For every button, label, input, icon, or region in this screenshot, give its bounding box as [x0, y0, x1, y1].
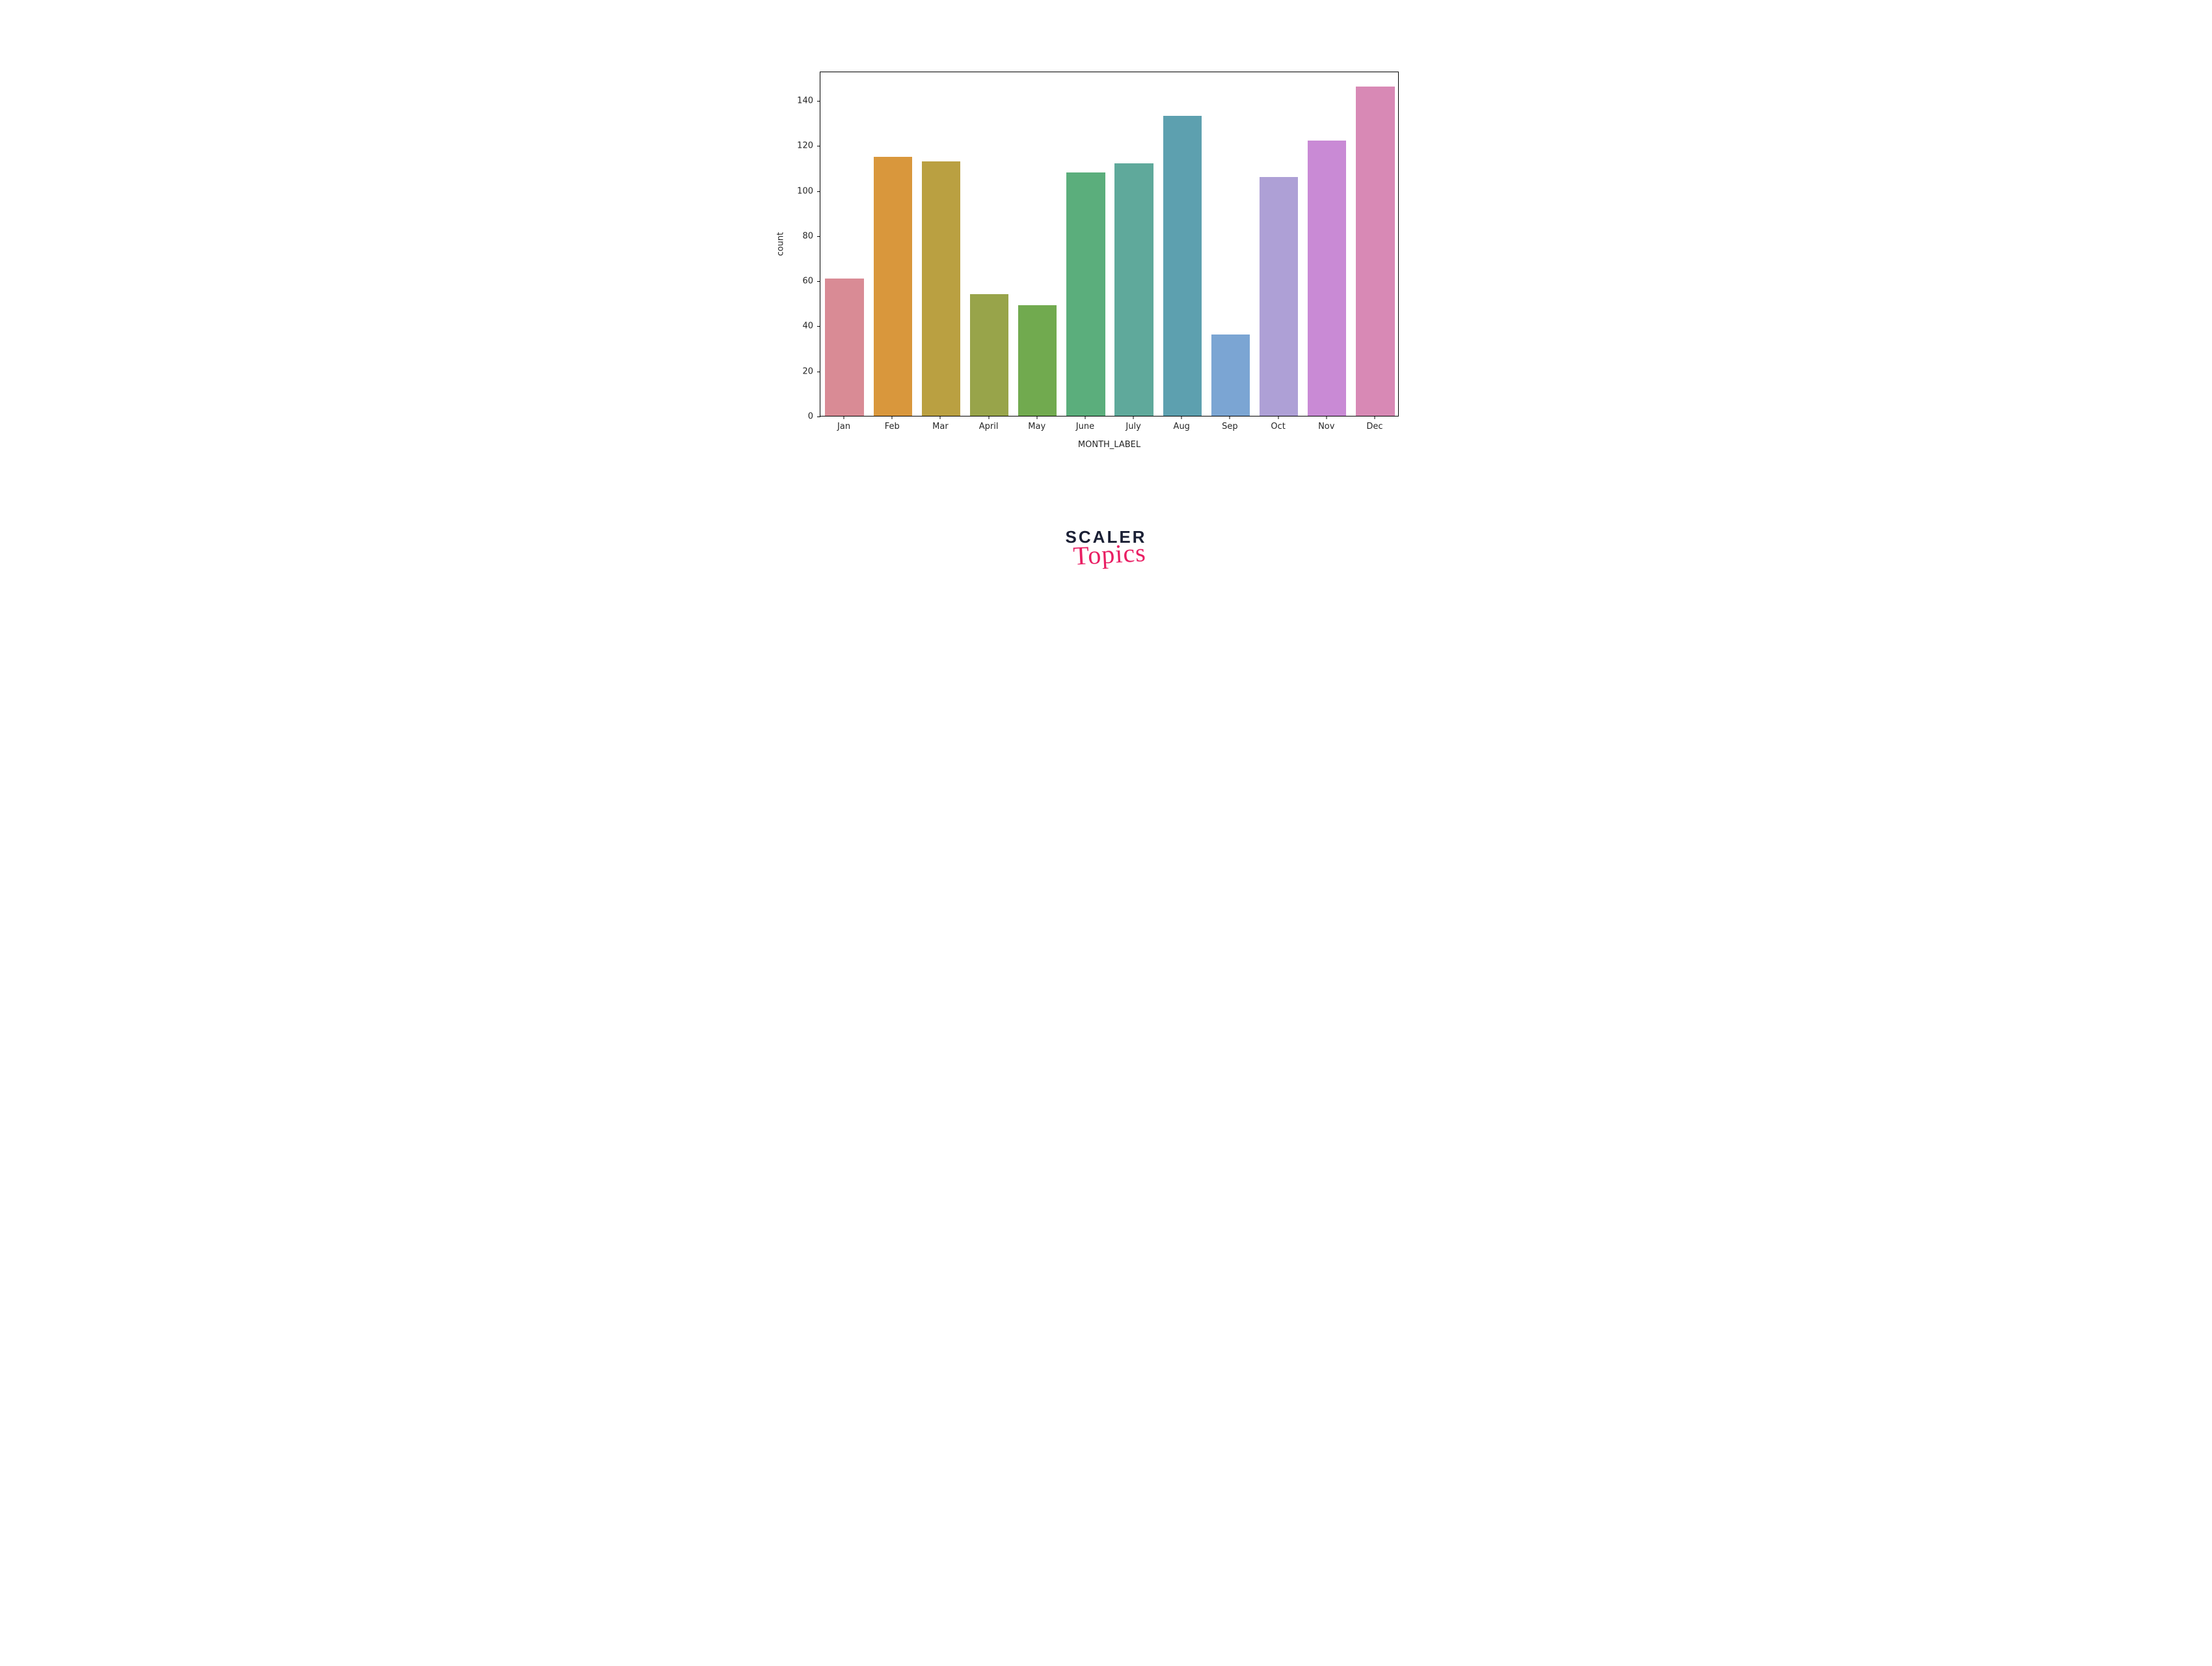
x-tick-mark [1374, 416, 1375, 419]
y-tick-label: 80 [802, 231, 813, 241]
bar [970, 294, 1008, 416]
x-tick-label: Sep [1222, 422, 1238, 431]
bar [1260, 177, 1298, 416]
x-axis-ticks: Jan Feb Mar April May June July Aug Sep Oct Nov Dec [820, 416, 1399, 443]
x-tick-label: July [1126, 422, 1140, 431]
x-tick-label: Feb [885, 422, 900, 431]
x-tick-label: Aug [1174, 422, 1190, 431]
bar [1163, 116, 1202, 416]
brand-logo: SCALER Topics [1066, 528, 1147, 567]
y-tick-label: 100 [797, 186, 813, 196]
y-axis-ticks: 020406080100120140 [774, 72, 820, 416]
x-tick-mark [1326, 416, 1327, 419]
y-tick-label: 40 [802, 321, 813, 331]
x-tick-label: May [1028, 422, 1045, 431]
x-tick-mark [988, 416, 989, 419]
x-tick-label: Dec [1366, 422, 1382, 431]
x-tick-mark [1036, 416, 1037, 419]
x-tick-label: Jan [837, 422, 850, 431]
bar [1211, 335, 1250, 416]
plot-area [820, 72, 1399, 416]
x-tick-label: Mar [932, 422, 949, 431]
y-tick-label: 120 [797, 141, 813, 151]
x-tick-mark [1181, 416, 1182, 419]
y-tick-label: 20 [802, 366, 813, 376]
bar [874, 157, 912, 416]
x-tick-label: June [1076, 422, 1094, 431]
bar [1356, 87, 1394, 416]
x-tick-label: April [979, 422, 999, 431]
x-tick-mark [940, 416, 941, 419]
page-root: count 020406080100120140 JanFebMarAprilM… [696, 0, 1516, 625]
bar [1018, 305, 1057, 416]
chart-container: count 020406080100120140 JanFebMarAprilM… [774, 59, 1412, 462]
x-tick-label: Nov [1318, 422, 1334, 431]
y-tick-label: 0 [808, 412, 813, 422]
y-tick-label: 60 [802, 277, 813, 286]
x-tick-mark [1133, 416, 1134, 419]
x-axis-label: MONTH_LABEL [1078, 440, 1140, 450]
bar [1308, 141, 1346, 416]
y-tick-label: 140 [797, 96, 813, 106]
bar [922, 161, 960, 416]
bar [825, 279, 863, 416]
bar [1066, 172, 1105, 416]
brand-logo-sub: Topics [1073, 539, 1147, 569]
x-tick-label: Oct [1271, 422, 1285, 431]
bar [1114, 163, 1153, 416]
x-tick-mark [892, 416, 893, 419]
